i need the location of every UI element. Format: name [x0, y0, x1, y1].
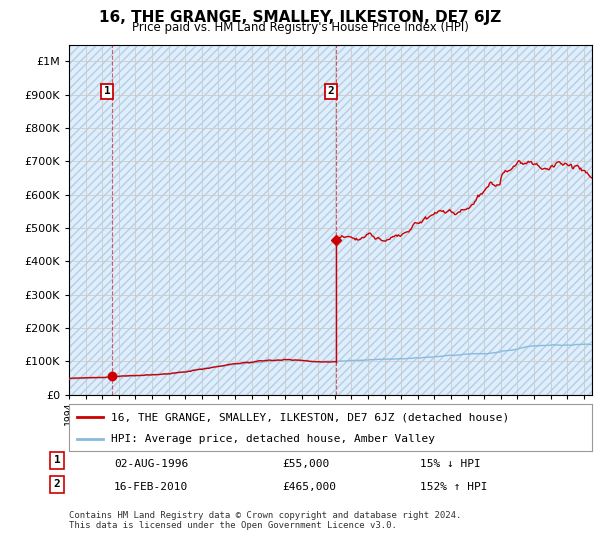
- Text: HPI: Average price, detached house, Amber Valley: HPI: Average price, detached house, Ambe…: [111, 434, 435, 444]
- Text: 1: 1: [104, 86, 110, 96]
- Text: 16, THE GRANGE, SMALLEY, ILKESTON, DE7 6JZ: 16, THE GRANGE, SMALLEY, ILKESTON, DE7 6…: [99, 10, 501, 25]
- Text: 2: 2: [328, 86, 335, 96]
- Text: 02-AUG-1996: 02-AUG-1996: [114, 459, 188, 469]
- Text: Contains HM Land Registry data © Crown copyright and database right 2024.
This d: Contains HM Land Registry data © Crown c…: [69, 511, 461, 530]
- Text: 15% ↓ HPI: 15% ↓ HPI: [420, 459, 481, 469]
- Text: £465,000: £465,000: [282, 482, 336, 492]
- Text: 152% ↑ HPI: 152% ↑ HPI: [420, 482, 487, 492]
- Text: £55,000: £55,000: [282, 459, 329, 469]
- Text: 16-FEB-2010: 16-FEB-2010: [114, 482, 188, 492]
- Text: 16, THE GRANGE, SMALLEY, ILKESTON, DE7 6JZ (detached house): 16, THE GRANGE, SMALLEY, ILKESTON, DE7 6…: [111, 412, 509, 422]
- Text: Price paid vs. HM Land Registry's House Price Index (HPI): Price paid vs. HM Land Registry's House …: [131, 21, 469, 34]
- Text: 2: 2: [53, 479, 61, 489]
- Text: 1: 1: [53, 455, 61, 465]
